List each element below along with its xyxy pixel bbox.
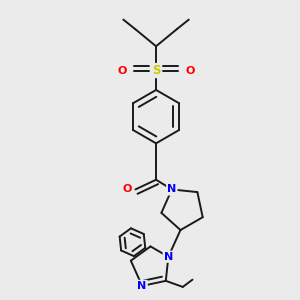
Text: O: O [185, 65, 195, 76]
Text: N: N [167, 184, 176, 194]
Text: O: O [122, 184, 132, 194]
Text: O: O [118, 65, 127, 76]
Text: S: S [152, 64, 160, 77]
Text: N: N [164, 252, 173, 262]
Text: N: N [137, 281, 147, 291]
